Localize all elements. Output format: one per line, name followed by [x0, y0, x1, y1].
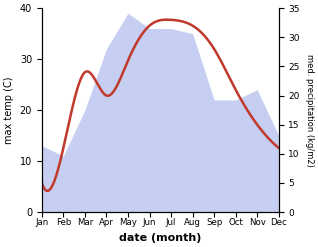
X-axis label: date (month): date (month)	[119, 233, 202, 243]
Y-axis label: med. precipitation (kg/m2): med. precipitation (kg/m2)	[305, 54, 314, 166]
Y-axis label: max temp (C): max temp (C)	[4, 76, 14, 144]
